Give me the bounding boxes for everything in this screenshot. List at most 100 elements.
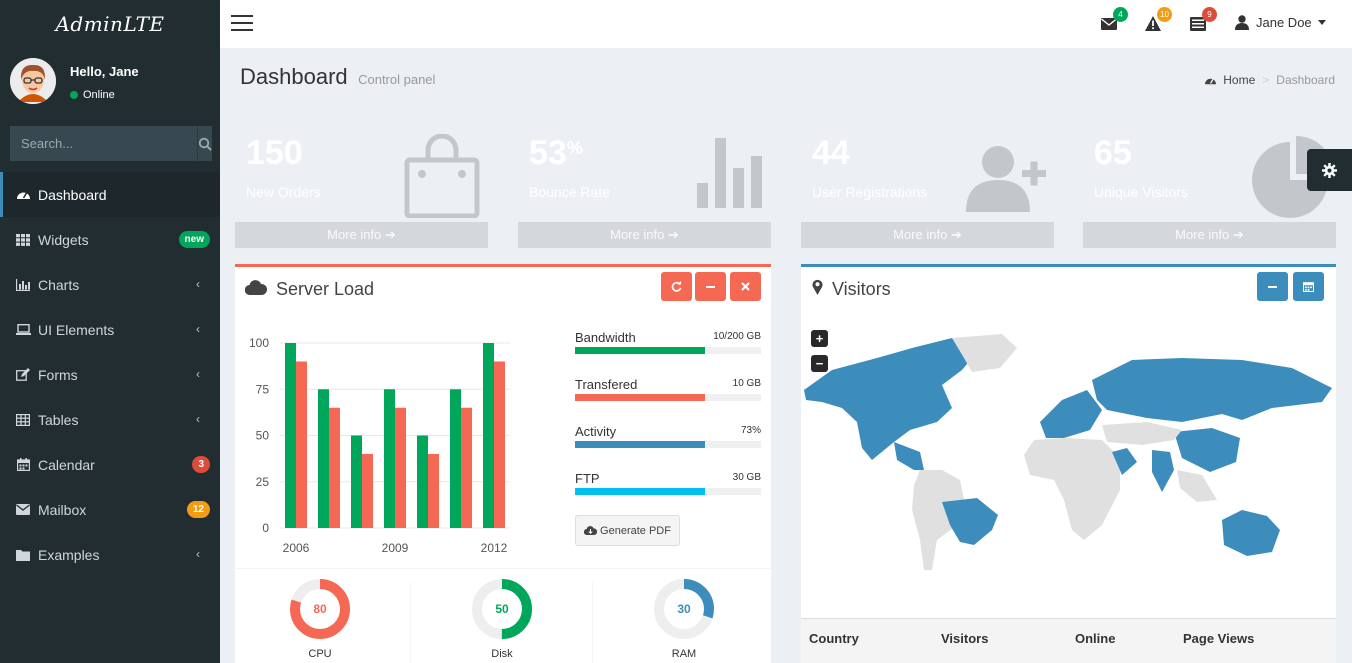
cloud-icon xyxy=(245,280,267,295)
collapse-button[interactable] xyxy=(1257,272,1288,301)
progress-track xyxy=(575,347,761,354)
sidebar-item-mailbox[interactable]: Mailbox 12 xyxy=(0,487,220,532)
user-icon xyxy=(1235,15,1249,30)
chart-y-tick-label: 50 xyxy=(256,429,270,443)
online-dot-icon xyxy=(70,91,78,99)
generate-pdf-button[interactable]: Generate PDF xyxy=(575,515,680,546)
knob-label: CPU xyxy=(308,648,332,660)
knob-divider xyxy=(592,582,593,663)
chart-bar xyxy=(384,389,395,528)
chevron-left-icon: ‹ xyxy=(196,412,200,426)
sidebar-item-calendar[interactable]: Calendar 3 xyxy=(0,442,220,487)
calendar-icon xyxy=(1303,282,1314,292)
sidebar-item-label: Mailbox xyxy=(38,501,87,518)
sidebar-item-forms[interactable]: Forms ‹ xyxy=(0,352,220,397)
more-info-link[interactable]: More info ➔ xyxy=(235,222,488,248)
chart-bar xyxy=(417,435,428,528)
remove-button[interactable] xyxy=(730,272,761,301)
sidebar-item-dashboard[interactable]: Dashboard xyxy=(0,172,220,217)
more-info-link[interactable]: More info ➔ xyxy=(801,222,1054,248)
knob-divider xyxy=(410,582,411,663)
chart-y-tick-label: 0 xyxy=(262,521,269,535)
app-logo[interactable]: AdminLTE xyxy=(55,12,165,36)
sidebar-item-label: Charts xyxy=(38,276,80,293)
sidebar-item-examples[interactable]: Examples ‹ xyxy=(0,532,220,577)
cloud-download-icon xyxy=(584,526,598,535)
progress-fill xyxy=(575,441,706,448)
panel-title: Visitors xyxy=(832,279,891,299)
map-zoom-in-button[interactable]: + xyxy=(811,330,828,347)
progress-label: Activity xyxy=(575,424,617,439)
user-panel: Hello, Jane Online xyxy=(0,48,220,114)
user-greeting: Hello, Jane xyxy=(70,64,139,79)
laptop-icon xyxy=(15,323,31,337)
breadcrumb-separator: > xyxy=(1262,73,1270,87)
gear-icon xyxy=(1322,162,1337,178)
more-info-link[interactable]: More info ➔ xyxy=(1083,222,1336,248)
column-header-country[interactable]: Country xyxy=(809,631,859,646)
knob-value: 80 xyxy=(313,602,327,616)
calendar-badge: 3 xyxy=(192,456,210,473)
sidebar-item-charts[interactable]: Charts ‹ xyxy=(0,262,220,307)
stat-box-new-orders: 150 New Orders More info ➔ xyxy=(235,120,488,248)
column-header-visitors[interactable]: Visitors xyxy=(941,631,989,646)
user-add-icon xyxy=(966,146,1046,212)
stat-label: Bounce Rate xyxy=(529,184,610,200)
refresh-button[interactable] xyxy=(661,272,692,301)
stat-value: 53% xyxy=(529,134,583,172)
more-info-link[interactable]: More info ➔ xyxy=(518,222,771,248)
column-header-online[interactable]: Online xyxy=(1075,631,1116,646)
progress-track xyxy=(575,488,761,495)
knob-cpu: 80 CPU xyxy=(289,578,351,660)
user-menu-name: Jane Doe xyxy=(1256,15,1312,30)
messages-menu[interactable]: 4 xyxy=(1101,7,1128,36)
chart-x-tick-label: 2009 xyxy=(382,541,409,555)
envelope-icon xyxy=(1101,18,1117,30)
sidebar-toggle-icon[interactable] xyxy=(231,15,253,33)
knob-ram: 30 RAM xyxy=(653,578,715,660)
refresh-icon xyxy=(671,281,682,292)
shopping-bag-icon xyxy=(404,134,480,218)
user-menu[interactable]: Jane Doe xyxy=(1235,15,1326,30)
control-sidebar-toggle[interactable] xyxy=(1307,149,1352,191)
sidebar-menu: Dashboard Widgets new Charts ‹ UI Elemen… xyxy=(0,172,220,577)
date-range-button[interactable] xyxy=(1293,272,1324,301)
column-header-page-views[interactable]: Page Views xyxy=(1183,631,1255,646)
panel-title: Server Load xyxy=(276,279,375,299)
stat-value: 65 xyxy=(1094,134,1132,172)
notifications-menu[interactable]: 10 xyxy=(1145,7,1172,36)
user-status-label: Online xyxy=(83,89,115,101)
notifications-count-badge: 10 xyxy=(1157,7,1172,22)
bar-chart-icon xyxy=(697,138,762,208)
stat-box-unique-visitors: 65 Unique Visitors More info ➔ xyxy=(1083,120,1336,248)
knob-disk: 50 Disk xyxy=(471,578,533,660)
search-button[interactable] xyxy=(197,126,212,161)
map-zoom-out-button[interactable]: − xyxy=(811,355,828,372)
th-icon xyxy=(15,233,31,247)
sidebar-item-label: UI Elements xyxy=(38,321,115,338)
progress-label: Bandwidth xyxy=(575,330,636,345)
tasks-menu[interactable]: 9 xyxy=(1190,7,1217,36)
mailbox-badge: 12 xyxy=(186,501,210,518)
collapse-button[interactable] xyxy=(695,272,726,301)
sidebar-item-ui-elements[interactable]: UI Elements ‹ xyxy=(0,307,220,352)
breadcrumb-home-link[interactable]: Home xyxy=(1223,73,1256,87)
folder-icon xyxy=(15,548,31,562)
chevron-left-icon: ‹ xyxy=(196,322,200,336)
chart-bar xyxy=(351,435,362,528)
progress-activity: Activity 73% xyxy=(575,424,761,448)
tasks-icon xyxy=(1190,17,1206,31)
sidebar-item-widgets[interactable]: Widgets new xyxy=(0,217,220,262)
search-input[interactable] xyxy=(10,126,197,161)
progress-ftp: FTP 30 GB xyxy=(575,471,761,495)
progress-fill xyxy=(575,488,706,495)
sidebar-item-label: Forms xyxy=(38,366,78,383)
chart-bar xyxy=(296,361,307,528)
knob-value: 30 xyxy=(677,602,691,616)
sidebar-item-tables[interactable]: Tables ‹ xyxy=(0,397,220,442)
panel-divider xyxy=(235,568,771,569)
progress-value: 10/200 GB xyxy=(713,331,761,342)
chart-bar xyxy=(450,389,461,528)
chart-bar xyxy=(395,407,406,528)
chart-bar xyxy=(362,454,373,528)
